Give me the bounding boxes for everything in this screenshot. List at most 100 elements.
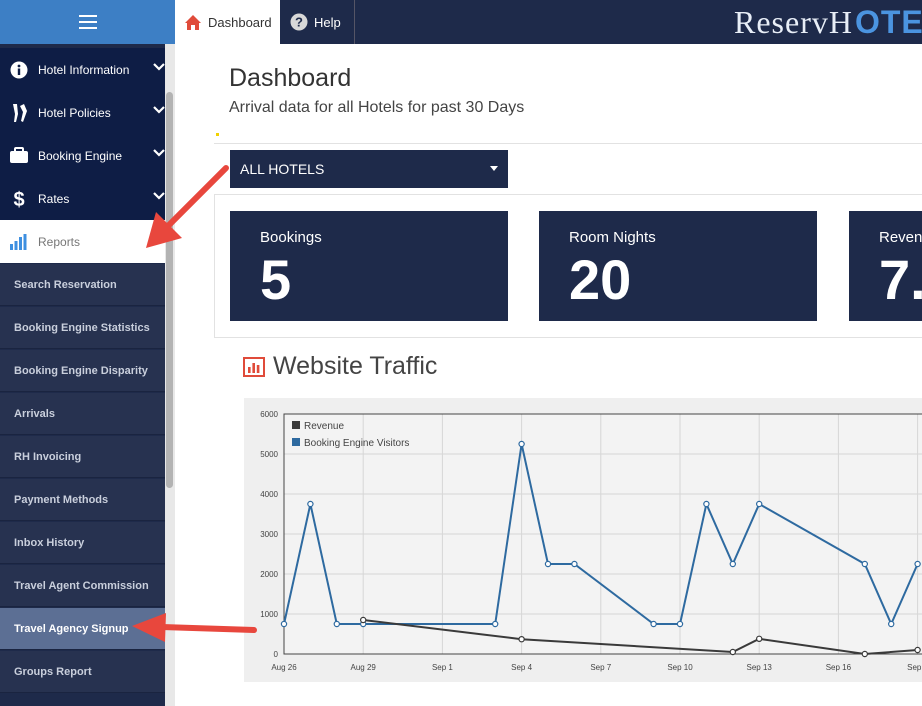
x-tick-label: Sep 1	[907, 663, 922, 672]
chevron-down-icon	[153, 192, 165, 200]
data-point	[756, 635, 763, 642]
data-point	[650, 620, 657, 628]
sidebar-item-label: Hotel Policies	[38, 105, 111, 120]
sidebar-item-hotel-policies[interactable]: Hotel Policies	[0, 91, 165, 134]
decorative-dot	[216, 133, 219, 136]
dollar-icon: $	[13, 189, 24, 210]
stat-value: 5	[260, 248, 292, 311]
x-tick-label: Sep 16	[826, 663, 852, 672]
sidebar-subitem-travel-agency-signup[interactable]: Travel Agency Signup	[0, 608, 165, 650]
top-bar: Dashboard ? Help ReservH OTE	[0, 0, 922, 44]
home-icon	[185, 14, 201, 30]
info-icon	[10, 61, 28, 78]
tab-dashboard[interactable]: Dashboard	[175, 0, 280, 44]
data-point	[307, 500, 314, 508]
series-line	[363, 619, 918, 656]
sidebar-subitem-payment-methods[interactable]: Payment Methods	[0, 479, 165, 521]
stat-card-revenue: Revenue 7.	[849, 211, 922, 321]
stat-label: Room Nights	[569, 229, 656, 246]
sidebar-subitem-booking-engine-disparity[interactable]: Booking Engine Disparity	[0, 350, 165, 392]
data-point	[359, 616, 367, 624]
legend-swatch	[292, 421, 300, 429]
data-point	[571, 560, 578, 568]
data-point	[914, 646, 921, 654]
x-tick-label: Sep 4	[511, 663, 532, 672]
chevron-down-icon	[153, 63, 165, 71]
legend-swatch	[292, 438, 300, 446]
tab-help-label: Help	[314, 14, 341, 30]
sidebar-item-rates[interactable]: $ Rates	[0, 177, 165, 220]
y-tick-label: 4000	[260, 490, 278, 499]
y-tick-label: 3000	[260, 530, 278, 539]
help-icon: ?	[290, 13, 308, 31]
menu-toggle-button[interactable]	[0, 0, 175, 44]
sidebar-subitem-arrivals[interactable]: Arrivals	[0, 393, 165, 435]
data-point	[888, 620, 895, 628]
data-point	[544, 560, 552, 568]
bar-chart-icon	[10, 233, 27, 250]
policies-icon	[13, 103, 27, 122]
data-point	[729, 560, 736, 568]
svg-text:?: ?	[295, 15, 303, 30]
svg-text:$: $	[13, 189, 24, 210]
stat-card-room-nights: Room Nights 20	[539, 211, 817, 321]
sidebar-scrollbar-thumb[interactable]	[166, 92, 173, 488]
sidebar-subitem-search-reservation[interactable]: Search Reservation	[0, 264, 165, 306]
sidebar-item-reports[interactable]: Reports	[0, 220, 165, 263]
x-tick-label: Sep 10	[667, 663, 693, 672]
data-point	[756, 500, 763, 508]
chevron-down-icon	[153, 149, 165, 157]
chart-icon	[243, 356, 265, 377]
stat-card-bookings: Bookings 5	[230, 211, 508, 321]
sidebar-subitem-travel-agent-commission[interactable]: Travel Agent Commission	[0, 565, 165, 607]
data-point	[861, 650, 869, 658]
data-point	[333, 620, 341, 628]
divider	[214, 143, 922, 144]
y-tick-label: 5000	[260, 450, 278, 459]
data-point	[518, 440, 525, 448]
data-point	[491, 620, 499, 628]
data-point	[729, 648, 736, 656]
divider	[214, 337, 922, 338]
hotel-select[interactable]: ALL HOTELS	[230, 150, 508, 188]
website-traffic-title: Website Traffic	[273, 352, 438, 380]
tab-dashboard-label: Dashboard	[208, 14, 272, 30]
legend-label: Revenue	[304, 421, 344, 432]
sidebar-item-booking-engine[interactable]: Booking Engine	[0, 134, 165, 177]
tab-help[interactable]: ? Help	[281, 0, 355, 44]
page-title: Dashboard	[229, 64, 352, 92]
divider	[214, 194, 922, 195]
website-traffic-chart: 0 1000 2000 3000 4000 5000 6000 Aug 26 Aug 29 Sep…	[244, 398, 922, 682]
chevron-down-icon	[153, 106, 165, 114]
sidebar-item-label: Booking Engine	[38, 148, 123, 163]
main-content: Dashboard Arrival data for all Hotels fo…	[175, 44, 922, 706]
website-traffic-heading: Website Traffic	[243, 352, 437, 381]
series-line	[283, 443, 919, 627]
divider	[214, 194, 215, 337]
stat-label: Revenue	[879, 229, 922, 246]
y-tick-label: 6000	[260, 410, 278, 419]
x-tick-label: Aug 26	[271, 663, 297, 672]
y-tick-label: 2000	[260, 570, 278, 579]
sidebar-subitem-rh-invoicing[interactable]: RH Invoicing	[0, 436, 165, 478]
stat-value: 20	[569, 248, 632, 311]
sidebar-subitem-groups-report[interactable]: Groups Report	[0, 651, 165, 693]
stat-label: Bookings	[260, 229, 322, 246]
sidebar-subitem-inbox-history[interactable]: Inbox History	[0, 522, 165, 564]
caret-down-icon	[490, 166, 498, 171]
data-point	[676, 620, 684, 628]
hotel-select-value: ALL HOTELS	[240, 161, 325, 177]
x-tick-label: Sep 13	[747, 663, 773, 672]
data-point	[914, 560, 921, 568]
x-tick-label: Aug 29	[351, 663, 377, 672]
sidebar-item-hotel-information[interactable]: Hotel Information	[0, 48, 165, 91]
chart-svg: 0 1000 2000 3000 4000 5000 6000 Aug 26 Aug 29 Sep…	[260, 410, 922, 672]
data-point	[280, 620, 288, 628]
y-tick-label: 0	[274, 650, 279, 659]
plot-border	[283, 413, 922, 655]
briefcase-icon	[10, 147, 28, 163]
legend-label: Booking Engine Visitors	[304, 438, 409, 449]
data-point	[518, 635, 525, 643]
x-tick-label: Sep 1	[432, 663, 453, 672]
sidebar-subitem-booking-engine-statistics[interactable]: Booking Engine Statistics	[0, 307, 165, 349]
